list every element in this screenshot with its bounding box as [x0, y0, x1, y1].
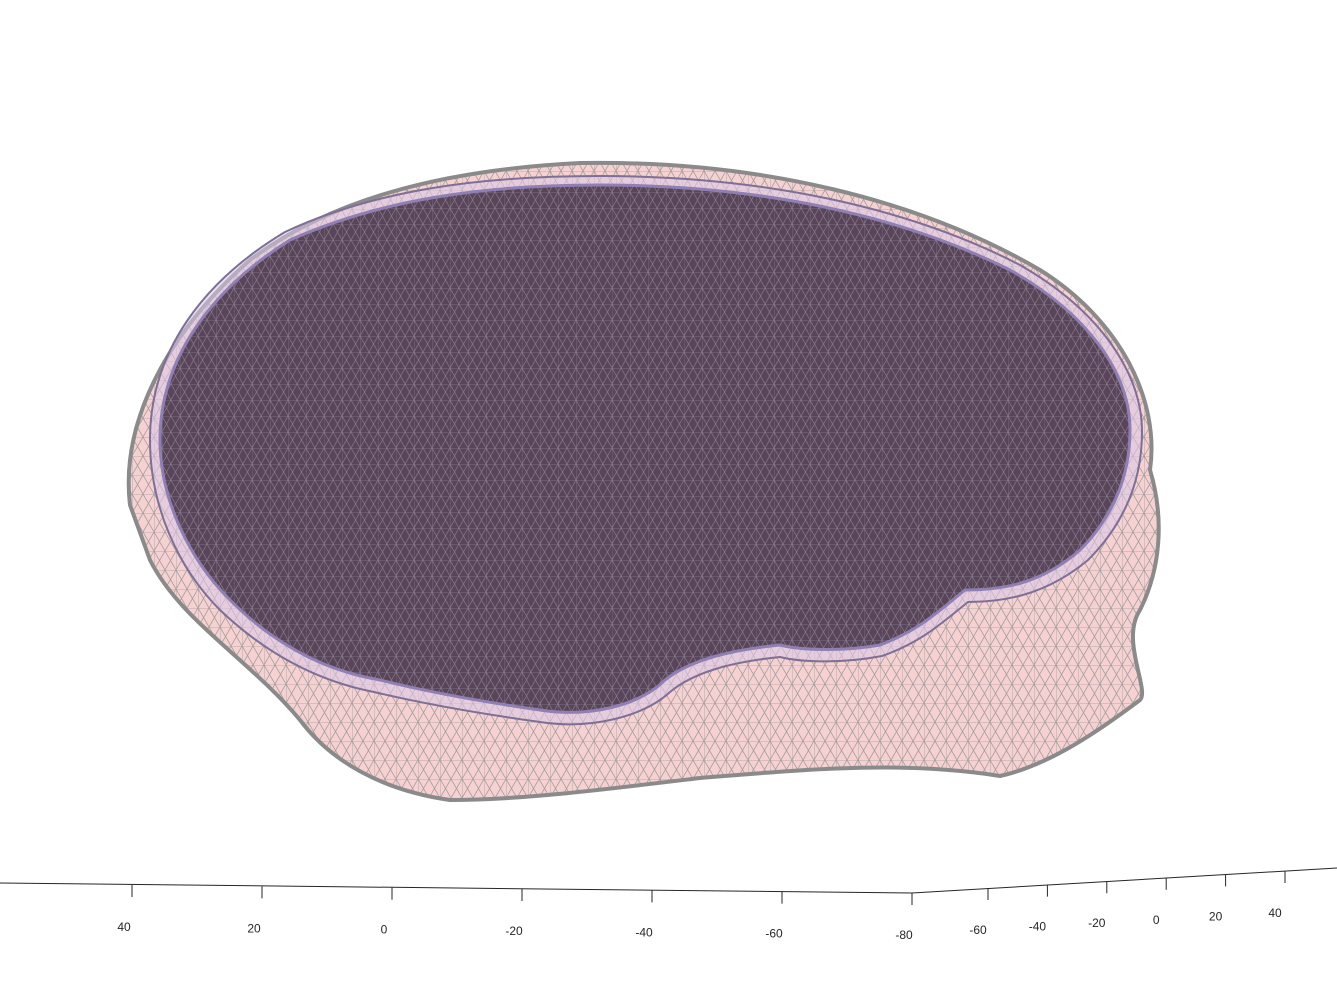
axis-tick-label: 40: [117, 920, 131, 934]
left-axis-line: [0, 882, 913, 894]
axis-tick-label: 40: [1268, 906, 1282, 920]
axis-tick-label: -60: [765, 927, 783, 941]
axis-tick-label: -40: [1029, 920, 1047, 934]
axis-tick-label: 20: [1209, 909, 1223, 923]
left-axis-ticks: 40 20 0 -20 -40 -60 -80: [117, 885, 913, 942]
axes: 40 20 0 -20 -40 -60 -80 -60 -40 -20 0 20 40: [0, 867, 1337, 942]
axis-tick-label: -40: [635, 925, 653, 939]
axis-tick-label: 0: [381, 923, 388, 937]
axis-tick-label: -60: [969, 923, 987, 937]
axis-tick-label: 0: [1153, 913, 1160, 927]
axis-tick-label: -20: [1088, 916, 1106, 930]
axis-tick-label: -80: [895, 928, 913, 942]
right-axis-line: [911, 867, 1337, 894]
axis-tick-label: 20: [247, 921, 261, 935]
axis-tick-label: -20: [505, 924, 523, 938]
right-axis-ticks: -60 -40 -20 0 20 40: [969, 871, 1286, 937]
